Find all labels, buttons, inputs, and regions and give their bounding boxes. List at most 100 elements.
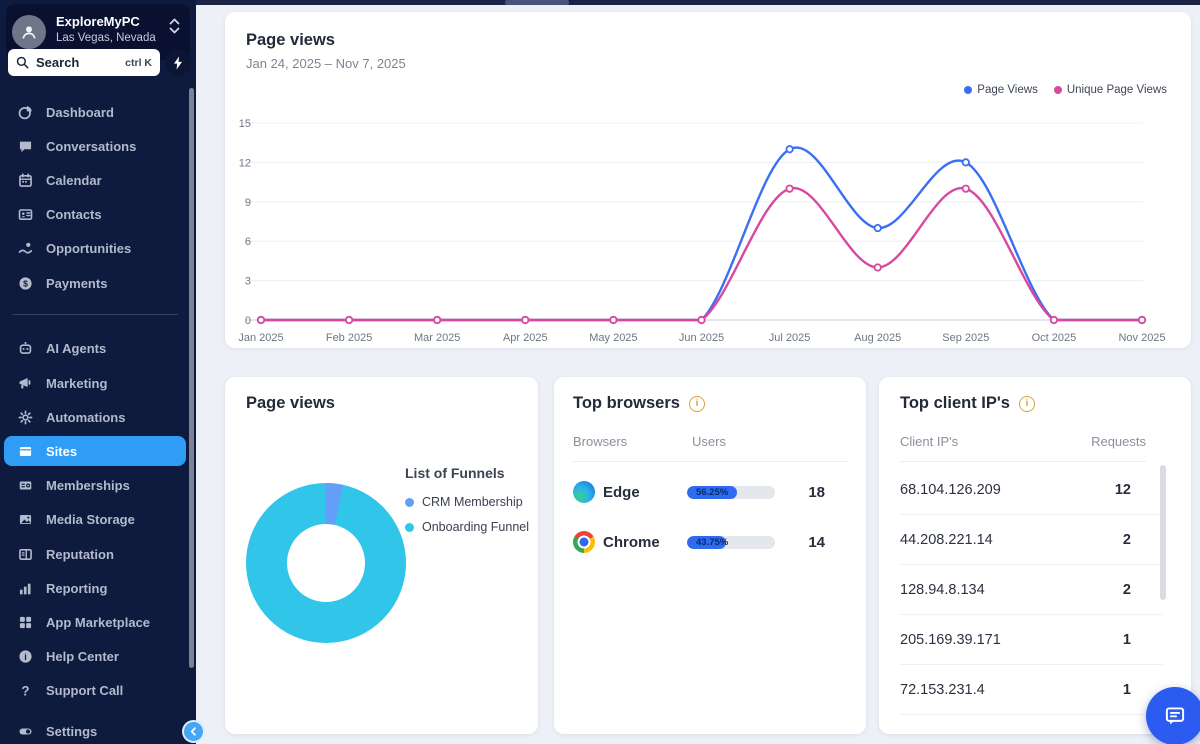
sidebar-item-support-call[interactable]: ? Support Call <box>0 673 196 707</box>
ip-address: 44.208.221.14 <box>900 531 993 548</box>
svg-text:15: 15 <box>239 118 251 130</box>
info-icon[interactable]: i <box>688 395 705 412</box>
legend-label: Onboarding Funnel <box>422 520 530 534</box>
svg-text:Jan 2025: Jan 2025 <box>238 332 283 344</box>
divider <box>573 461 847 462</box>
quick-actions-button[interactable] <box>165 50 191 76</box>
card-title: Top client IP's <box>900 394 1010 412</box>
sidebar-item-reporting[interactable]: Reporting <box>0 571 196 605</box>
svg-text:3: 3 <box>245 276 251 288</box>
legend-dot-pink <box>1053 86 1062 94</box>
gear-icon <box>18 410 33 425</box>
chrome-browser-icon <box>573 531 595 553</box>
browser-row-edge: Edge 56.25% 18 <box>573 467 847 517</box>
chevron-up-down-icon[interactable] <box>169 17 180 35</box>
usage-bar-fill <box>687 535 726 549</box>
sidebar-item-label: Reputation <box>46 546 114 562</box>
sidebar-item-label: Sites <box>46 443 78 459</box>
request-count: 2 <box>1122 581 1131 598</box>
sidebar-item-payments[interactable]: $ Payments <box>0 266 196 300</box>
legend-item-onboarding-funnel[interactable]: Onboarding Funnel <box>405 520 531 534</box>
svg-text:Apr 2025: Apr 2025 <box>503 332 548 344</box>
sidebar: ExploreMyPC Las Vegas, Nevada Search ctr… <box>0 0 196 744</box>
request-count: 1 <box>1122 631 1131 648</box>
sidebar-item-label: Help Center <box>46 648 119 664</box>
ip-row: 72.153.231.4 1 <box>900 665 1163 715</box>
sidebar-item-reputation[interactable]: Reputation <box>0 537 196 571</box>
sidebar-item-contacts[interactable]: Contacts <box>0 197 196 231</box>
sidebar-item-label: Reporting <box>46 580 108 596</box>
top-scrollbar-track <box>196 0 1200 5</box>
page-views-chart-card: Page views Jan 24, 2025 – Nov 7, 2025 Pa… <box>225 12 1191 348</box>
ip-row: 68.104.126.209 12 <box>900 465 1163 515</box>
sidebar-item-label: Support Call <box>46 682 124 698</box>
column-header-client-ips: Client IP's <box>900 434 959 449</box>
browser-name: Chrome <box>603 533 660 551</box>
dashboard-icon <box>18 105 33 120</box>
users-count: 14 <box>808 533 825 551</box>
card-title: Page views <box>246 394 335 412</box>
legend-item-page-views[interactable]: Page Views <box>964 84 1038 96</box>
sidebar-item-label: Dashboard <box>46 104 114 120</box>
info-icon[interactable]: i <box>1018 395 1035 412</box>
sidebar-item-sites[interactable]: Sites <box>4 436 186 466</box>
sidebar-item-opportunities[interactable]: Opportunities <box>0 231 196 265</box>
chat-widget-button[interactable] <box>1146 687 1200 744</box>
ips-list-scrollbar[interactable] <box>1160 465 1166 600</box>
sidebar-item-media-storage[interactable]: Media Storage <box>0 502 196 536</box>
sidebar-item-dashboard[interactable]: Dashboard <box>0 95 196 129</box>
top-browsers-card: Top browsers i Browsers Users Edge 56.25… <box>554 377 866 734</box>
svg-text:Jul 2025: Jul 2025 <box>769 332 811 344</box>
sidebar-item-marketing[interactable]: Marketing <box>0 366 196 400</box>
person-icon <box>22 26 36 39</box>
dollar-circle-icon: $ <box>18 276 33 291</box>
top-scrollbar-thumb[interactable] <box>505 0 569 5</box>
svg-text:?: ? <box>21 683 29 698</box>
sidebar-collapse-button[interactable] <box>182 720 205 743</box>
column-header-requests: Requests <box>1091 434 1146 449</box>
chevron-left-icon <box>190 727 196 736</box>
page-views-line-chart: 0 3 6 9 12 15 Jan 2025 Feb 2025 Mar 2025 Apr 2025… <box>238 118 1165 344</box>
sidebar-item-automations[interactable]: Automations <box>0 400 196 434</box>
top-client-ips-card: Top client IP's i Client IP's Requests 6… <box>879 377 1191 734</box>
sidebar-item-settings[interactable]: Settings <box>0 714 196 744</box>
sidebar-item-label: Settings <box>46 723 98 739</box>
legend-dot-blue <box>964 86 973 94</box>
sidebar-item-ai-agents[interactable]: AI Agents <box>0 331 196 365</box>
browser-window-icon <box>18 444 33 459</box>
sidebar-item-memberships[interactable]: Memberships <box>0 468 196 502</box>
page-title: Page views <box>246 31 335 49</box>
request-count: 2 <box>1122 531 1131 548</box>
chat-icon <box>18 139 33 154</box>
legend-dot-cyan <box>405 522 414 532</box>
sidebar-scrollbar[interactable] <box>189 88 194 668</box>
layout-icon <box>18 547 33 562</box>
funnels-donut-chart <box>246 483 406 643</box>
search-input[interactable]: Search ctrl K <box>8 49 160 76</box>
sidebar-item-app-marketplace[interactable]: App Marketplace <box>0 605 196 639</box>
funnels-donut-card: Page views List of Funnels CRM Membershi… <box>225 377 538 734</box>
info-circle-icon: i <box>18 649 33 664</box>
robot-icon <box>18 341 33 356</box>
calendar-icon <box>18 172 33 188</box>
usage-bar: 43.75% <box>687 535 775 549</box>
column-header-browsers: Browsers <box>573 434 628 449</box>
chart-legend: Page Views Unique Page Views <box>964 84 1167 96</box>
hand-coin-icon <box>18 241 33 256</box>
sidebar-item-conversations[interactable]: Conversations <box>0 129 196 163</box>
request-count: 1 <box>1122 681 1131 698</box>
legend-label: Unique Page Views <box>1066 84 1167 96</box>
request-count: 12 <box>1114 481 1131 498</box>
search-icon <box>16 56 29 69</box>
sidebar-item-calendar[interactable]: Calendar <box>0 163 196 197</box>
sidebar-item-label: Payments <box>46 275 108 291</box>
usage-bar: 56.25% <box>687 485 775 499</box>
legend-item-unique-page-views[interactable]: Unique Page Views <box>1053 84 1167 96</box>
sidebar-item-help-center[interactable]: i Help Center <box>0 639 196 673</box>
membership-card-icon <box>18 478 33 493</box>
usage-percent: 56.25% <box>696 486 729 498</box>
svg-text:Oct 2025: Oct 2025 <box>1032 332 1077 344</box>
legend-item-crm-membership[interactable]: CRM Membership <box>405 495 531 509</box>
legend-label: CRM Membership <box>422 495 523 509</box>
sidebar-item-label: AI Agents <box>46 340 107 356</box>
